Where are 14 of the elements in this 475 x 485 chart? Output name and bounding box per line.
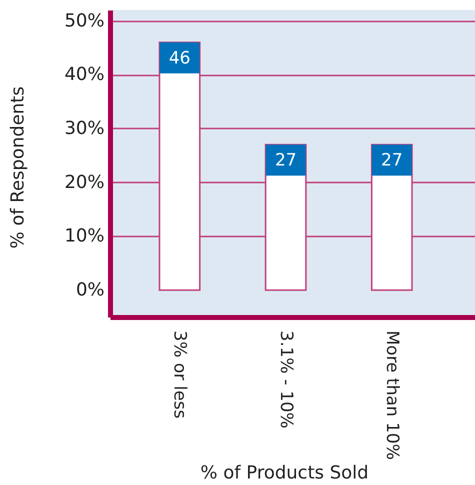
y-tick-label: 0% xyxy=(76,280,104,301)
y-axis-title: % of Respondents xyxy=(8,86,28,249)
y-tick-label: 10% xyxy=(64,226,104,247)
y-tick-label: 50% xyxy=(64,10,104,32)
x-axis-title: % of Products Sold xyxy=(200,462,369,484)
data-label: 27 xyxy=(274,150,297,171)
y-tick-label: 30% xyxy=(64,118,104,139)
data-label: 27 xyxy=(381,150,403,171)
x-tick-label: 3.1% - 10% xyxy=(276,330,296,428)
y-tick-label: 40% xyxy=(64,64,104,86)
data-label: 46 xyxy=(168,48,190,68)
x-tick-label: 3% or less xyxy=(170,330,190,419)
y-tick-label: 20% xyxy=(64,172,104,193)
x-tick-label: More than 10% xyxy=(382,330,402,460)
